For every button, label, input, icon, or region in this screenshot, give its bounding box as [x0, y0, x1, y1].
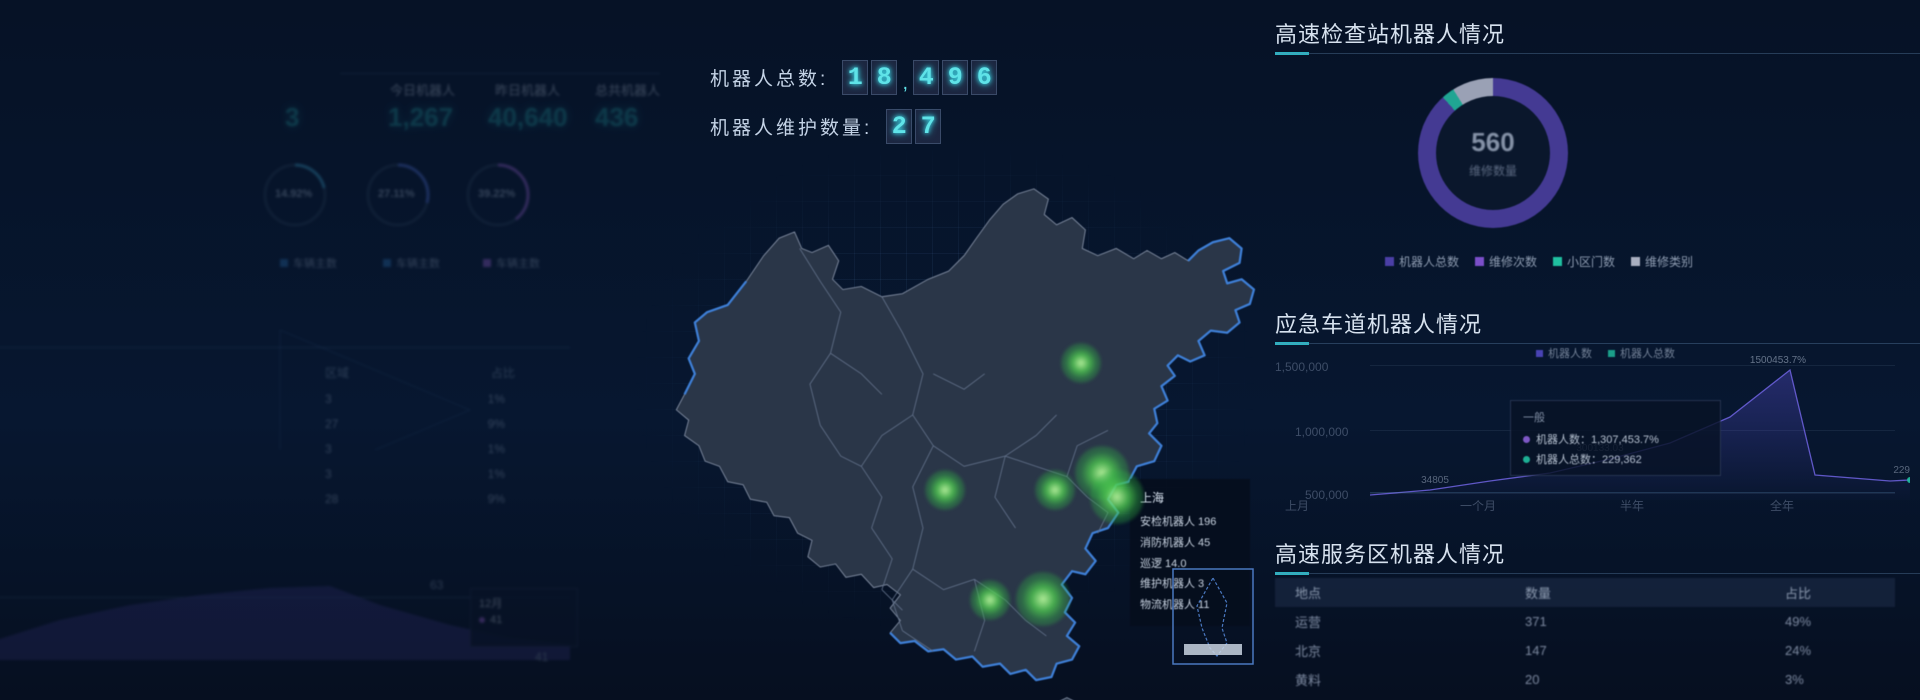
svg-text:229362: 229362 — [1893, 465, 1910, 476]
svg-text:34805: 34805 — [1421, 475, 1449, 486]
svg-text:1500453.7%: 1500453.7% — [1750, 355, 1806, 366]
